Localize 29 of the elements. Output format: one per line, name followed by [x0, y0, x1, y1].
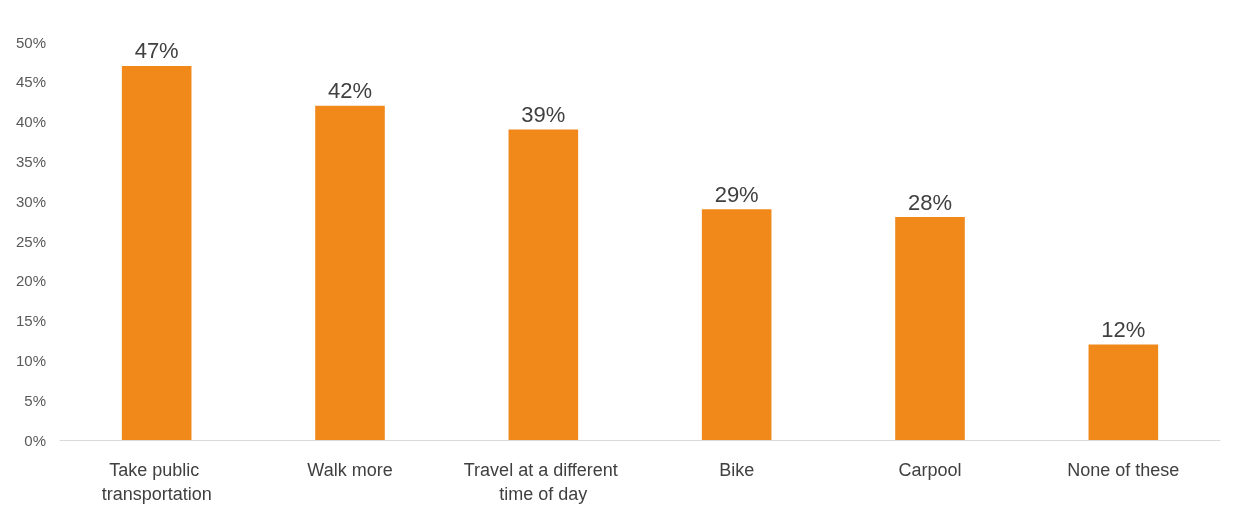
bar [121, 65, 192, 440]
bar [701, 209, 772, 440]
data-label: 42% [327, 78, 373, 104]
data-label: 39% [521, 102, 566, 128]
y-tick-label: 0% [24, 431, 46, 449]
data-label: 28% [907, 189, 953, 215]
data-label: 47% [134, 38, 179, 64]
y-tick-label: 10% [15, 351, 46, 369]
bar [895, 217, 965, 440]
x-tick-label: Travel at a different time of day [463, 460, 623, 504]
bar [508, 129, 579, 440]
x-tick-label: Walk more [307, 460, 393, 480]
x-tick-label: Bike [719, 460, 755, 480]
bar [1088, 344, 1159, 440]
y-tick-label: 20% [15, 272, 46, 290]
x-tick-label: None of these [1067, 460, 1180, 480]
bar [315, 105, 385, 440]
data-label: 29% [714, 181, 759, 207]
y-tick-label: 35% [15, 152, 46, 170]
y-tick-label: 5% [24, 391, 46, 409]
y-tick-label: 30% [15, 192, 46, 210]
y-tick-label: 40% [15, 113, 46, 131]
y-tick-label: 50% [15, 33, 46, 51]
data-label: 12% [1101, 316, 1146, 342]
y-tick-label: 15% [15, 312, 46, 330]
y-tick-label: 25% [15, 232, 46, 250]
x-tick-label: Carpool [898, 460, 962, 480]
y-tick-label: 45% [15, 73, 46, 91]
x-tick-label: Take public transportation [101, 460, 212, 504]
